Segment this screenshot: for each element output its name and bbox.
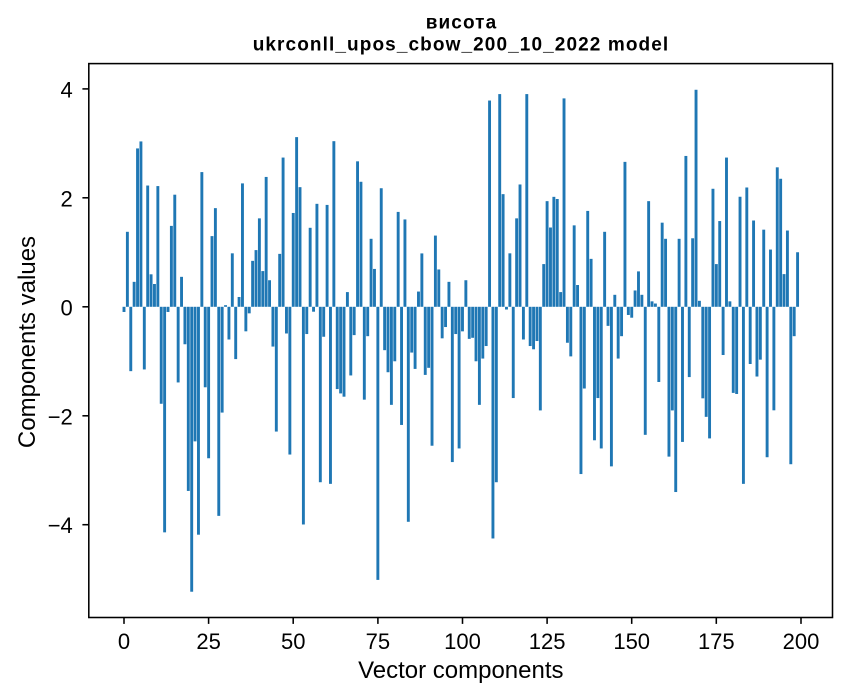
svg-text:50: 50 bbox=[281, 629, 305, 654]
svg-text:200: 200 bbox=[783, 629, 820, 654]
svg-text:висота: висота bbox=[426, 13, 498, 34]
svg-text:125: 125 bbox=[529, 629, 566, 654]
svg-text:150: 150 bbox=[613, 629, 650, 654]
svg-text:Vector components: Vector components bbox=[358, 657, 563, 684]
svg-text:75: 75 bbox=[366, 629, 390, 654]
svg-text:ukrconll_upos_cbow_200_10_2022: ukrconll_upos_cbow_200_10_2022 model bbox=[253, 35, 670, 56]
svg-text:−4: −4 bbox=[48, 513, 73, 538]
svg-text:25: 25 bbox=[196, 629, 220, 654]
svg-text:175: 175 bbox=[698, 629, 735, 654]
svg-text:Components values: Components values bbox=[14, 236, 41, 448]
svg-text:4: 4 bbox=[61, 77, 73, 102]
svg-text:0: 0 bbox=[61, 295, 73, 320]
svg-text:0: 0 bbox=[118, 629, 130, 654]
svg-text:−2: −2 bbox=[48, 404, 73, 429]
svg-text:100: 100 bbox=[444, 629, 481, 654]
svg-text:2: 2 bbox=[61, 186, 73, 211]
